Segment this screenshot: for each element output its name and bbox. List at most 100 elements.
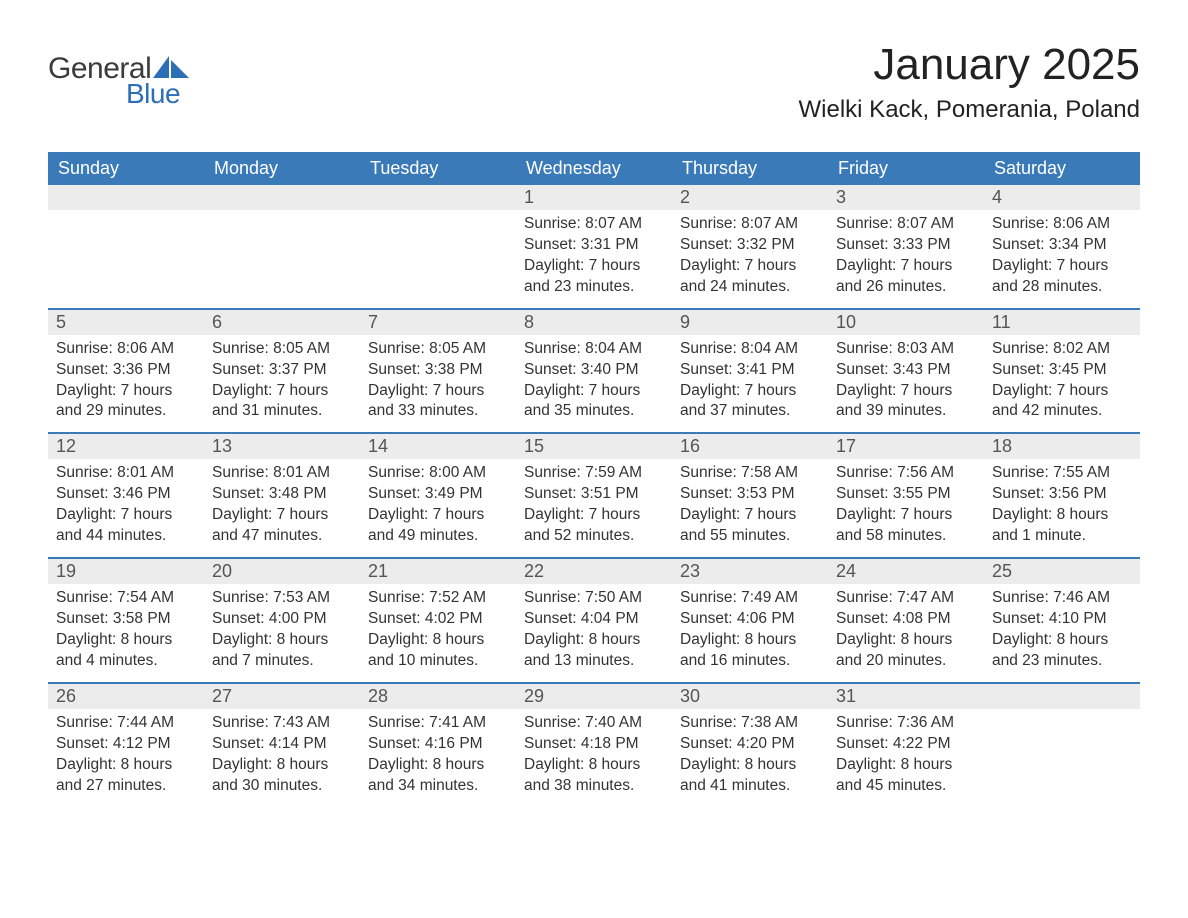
day-cell: 3Sunrise: 8:07 AMSunset: 3:33 PMDaylight… bbox=[828, 185, 984, 308]
day-day1: Daylight: 7 hours bbox=[680, 256, 820, 277]
day-sunset: Sunset: 3:32 PM bbox=[680, 235, 820, 256]
day-details: Sunrise: 7:50 AMSunset: 4:04 PMDaylight:… bbox=[516, 584, 672, 682]
day-day2: and 10 minutes. bbox=[368, 651, 508, 672]
day-cell: 22Sunrise: 7:50 AMSunset: 4:04 PMDayligh… bbox=[516, 559, 672, 682]
day-details: Sunrise: 8:04 AMSunset: 3:41 PMDaylight:… bbox=[672, 335, 828, 433]
title-block: January 2025 Wielki Kack, Pomerania, Pol… bbox=[799, 40, 1140, 124]
day-sunset: Sunset: 4:04 PM bbox=[524, 609, 664, 630]
day-day1: Daylight: 8 hours bbox=[56, 755, 196, 776]
day-cell: 11Sunrise: 8:02 AMSunset: 3:45 PMDayligh… bbox=[984, 310, 1140, 433]
day-day1: Daylight: 7 hours bbox=[836, 505, 976, 526]
day-cell: 25Sunrise: 7:46 AMSunset: 4:10 PMDayligh… bbox=[984, 559, 1140, 682]
day-day2: and 1 minute. bbox=[992, 526, 1132, 547]
day-cell: 1Sunrise: 8:07 AMSunset: 3:31 PMDaylight… bbox=[516, 185, 672, 308]
day-details: Sunrise: 7:47 AMSunset: 4:08 PMDaylight:… bbox=[828, 584, 984, 682]
day-cell: 16Sunrise: 7:58 AMSunset: 3:53 PMDayligh… bbox=[672, 434, 828, 557]
day-details: Sunrise: 8:07 AMSunset: 3:31 PMDaylight:… bbox=[516, 210, 672, 308]
day-details: Sunrise: 8:05 AMSunset: 3:38 PMDaylight:… bbox=[360, 335, 516, 433]
day-day1: Daylight: 8 hours bbox=[524, 630, 664, 651]
day-details: Sunrise: 7:54 AMSunset: 3:58 PMDaylight:… bbox=[48, 584, 204, 682]
day-details: Sunrise: 7:40 AMSunset: 4:18 PMDaylight:… bbox=[516, 709, 672, 807]
day-number: . bbox=[984, 684, 1140, 709]
day-sunrise: Sunrise: 7:50 AM bbox=[524, 588, 664, 609]
weekday-header: Saturday bbox=[984, 152, 1140, 185]
day-cell: 10Sunrise: 8:03 AMSunset: 3:43 PMDayligh… bbox=[828, 310, 984, 433]
day-number: 31 bbox=[828, 684, 984, 709]
day-sunrise: Sunrise: 8:05 AM bbox=[368, 339, 508, 360]
day-day1: Daylight: 7 hours bbox=[836, 381, 976, 402]
day-day1: Daylight: 8 hours bbox=[368, 630, 508, 651]
weekday-header: Wednesday bbox=[516, 152, 672, 185]
day-number: . bbox=[48, 185, 204, 210]
day-sunset: Sunset: 3:34 PM bbox=[992, 235, 1132, 256]
day-day2: and 45 minutes. bbox=[836, 776, 976, 797]
day-sunset: Sunset: 3:58 PM bbox=[56, 609, 196, 630]
day-day2: and 33 minutes. bbox=[368, 401, 508, 422]
day-day2: and 4 minutes. bbox=[56, 651, 196, 672]
day-cell: 21Sunrise: 7:52 AMSunset: 4:02 PMDayligh… bbox=[360, 559, 516, 682]
day-sunrise: Sunrise: 7:58 AM bbox=[680, 463, 820, 484]
day-number: 25 bbox=[984, 559, 1140, 584]
day-details: Sunrise: 7:49 AMSunset: 4:06 PMDaylight:… bbox=[672, 584, 828, 682]
day-details: Sunrise: 7:59 AMSunset: 3:51 PMDaylight:… bbox=[516, 459, 672, 557]
day-day1: Daylight: 7 hours bbox=[524, 505, 664, 526]
day-sunrise: Sunrise: 8:07 AM bbox=[680, 214, 820, 235]
day-sunset: Sunset: 3:51 PM bbox=[524, 484, 664, 505]
day-day2: and 7 minutes. bbox=[212, 651, 352, 672]
day-day2: and 16 minutes. bbox=[680, 651, 820, 672]
weekday-header-row: Sunday Monday Tuesday Wednesday Thursday… bbox=[48, 152, 1140, 185]
day-number: 10 bbox=[828, 310, 984, 335]
day-number: 14 bbox=[360, 434, 516, 459]
day-cell: 24Sunrise: 7:47 AMSunset: 4:08 PMDayligh… bbox=[828, 559, 984, 682]
day-number: 29 bbox=[516, 684, 672, 709]
day-day1: Daylight: 7 hours bbox=[56, 505, 196, 526]
day-day2: and 49 minutes. bbox=[368, 526, 508, 547]
day-sunrise: Sunrise: 8:06 AM bbox=[56, 339, 196, 360]
day-sunset: Sunset: 4:18 PM bbox=[524, 734, 664, 755]
day-sunset: Sunset: 3:36 PM bbox=[56, 360, 196, 381]
day-sunset: Sunset: 3:40 PM bbox=[524, 360, 664, 381]
day-details: Sunrise: 8:05 AMSunset: 3:37 PMDaylight:… bbox=[204, 335, 360, 433]
day-day2: and 47 minutes. bbox=[212, 526, 352, 547]
day-details: Sunrise: 7:43 AMSunset: 4:14 PMDaylight:… bbox=[204, 709, 360, 807]
day-day2: and 23 minutes. bbox=[992, 651, 1132, 672]
day-cell: 5Sunrise: 8:06 AMSunset: 3:36 PMDaylight… bbox=[48, 310, 204, 433]
day-sunrise: Sunrise: 7:59 AM bbox=[524, 463, 664, 484]
calendar: Sunday Monday Tuesday Wednesday Thursday… bbox=[48, 152, 1140, 806]
day-sunrise: Sunrise: 7:52 AM bbox=[368, 588, 508, 609]
day-day2: and 52 minutes. bbox=[524, 526, 664, 547]
day-day2: and 34 minutes. bbox=[368, 776, 508, 797]
day-number: 13 bbox=[204, 434, 360, 459]
day-details: Sunrise: 8:01 AMSunset: 3:46 PMDaylight:… bbox=[48, 459, 204, 557]
day-cell: . bbox=[48, 185, 204, 308]
day-cell: . bbox=[984, 684, 1140, 807]
day-day1: Daylight: 7 hours bbox=[524, 256, 664, 277]
day-details: Sunrise: 7:36 AMSunset: 4:22 PMDaylight:… bbox=[828, 709, 984, 807]
day-cell: 18Sunrise: 7:55 AMSunset: 3:56 PMDayligh… bbox=[984, 434, 1140, 557]
day-day2: and 28 minutes. bbox=[992, 277, 1132, 298]
day-sunrise: Sunrise: 8:00 AM bbox=[368, 463, 508, 484]
day-sunrise: Sunrise: 8:01 AM bbox=[56, 463, 196, 484]
day-number: 27 bbox=[204, 684, 360, 709]
day-number: 2 bbox=[672, 185, 828, 210]
day-number: 26 bbox=[48, 684, 204, 709]
day-details: Sunrise: 7:41 AMSunset: 4:16 PMDaylight:… bbox=[360, 709, 516, 807]
day-cell: 19Sunrise: 7:54 AMSunset: 3:58 PMDayligh… bbox=[48, 559, 204, 682]
day-day1: Daylight: 7 hours bbox=[212, 381, 352, 402]
day-details: Sunrise: 7:44 AMSunset: 4:12 PMDaylight:… bbox=[48, 709, 204, 807]
day-sunrise: Sunrise: 7:40 AM bbox=[524, 713, 664, 734]
weekday-header: Sunday bbox=[48, 152, 204, 185]
day-day2: and 29 minutes. bbox=[56, 401, 196, 422]
day-number: 24 bbox=[828, 559, 984, 584]
day-sunrise: Sunrise: 7:44 AM bbox=[56, 713, 196, 734]
day-day2: and 39 minutes. bbox=[836, 401, 976, 422]
day-number: 12 bbox=[48, 434, 204, 459]
day-sunrise: Sunrise: 7:55 AM bbox=[992, 463, 1132, 484]
day-cell: 2 Sunrise: 8:07 AMSunset: 3:32 PMDaylight… bbox=[672, 185, 828, 308]
day-cell: 31Sunrise: 7:36 AMSunset: 4:22 PMDayligh… bbox=[828, 684, 984, 807]
day-day1: Daylight: 8 hours bbox=[992, 505, 1132, 526]
day-number: 17 bbox=[828, 434, 984, 459]
day-cell: 30Sunrise: 7:38 AMSunset: 4:20 PMDayligh… bbox=[672, 684, 828, 807]
day-day1: Daylight: 7 hours bbox=[992, 256, 1132, 277]
day-day2: and 37 minutes. bbox=[680, 401, 820, 422]
